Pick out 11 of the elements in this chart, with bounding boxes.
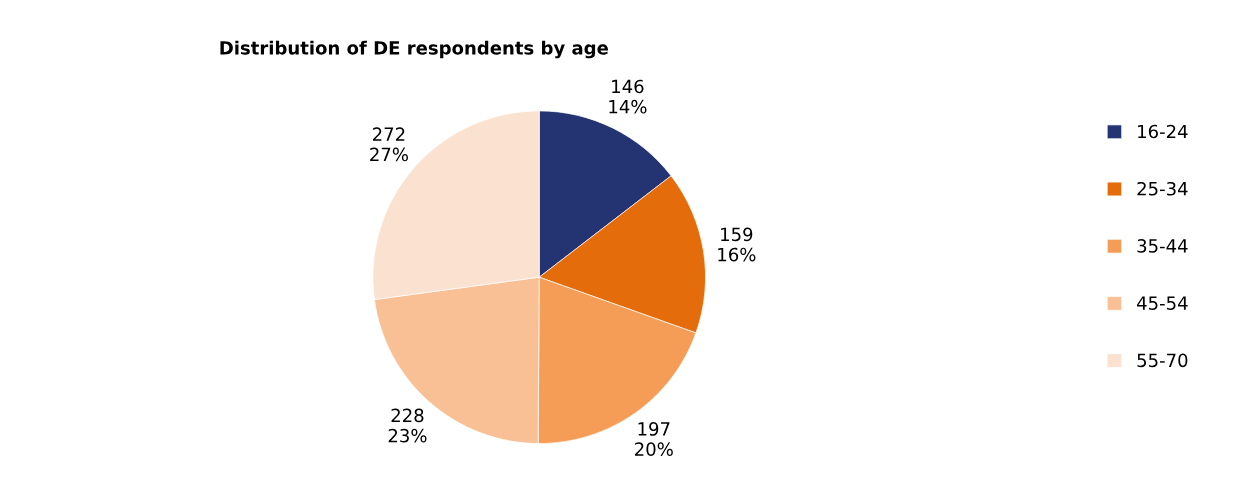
data-label: 159 16% bbox=[718, 227, 756, 262]
chart-title: Distribution of DE respondents by age bbox=[220, 40, 608, 59]
data-label: 146 14% bbox=[609, 79, 647, 114]
data-label: 228 23% bbox=[388, 408, 427, 443]
legend-label: 55-70 bbox=[1137, 353, 1188, 368]
data-label: 272 27% bbox=[370, 127, 408, 162]
legend-label: 35-44 bbox=[1137, 239, 1188, 253]
legend-label: 45-54 bbox=[1137, 296, 1188, 310]
data-label: 197 20% bbox=[635, 422, 673, 456]
legend-label: 16-24 bbox=[1138, 124, 1188, 139]
legend-label: 25-34 bbox=[1137, 181, 1188, 196]
